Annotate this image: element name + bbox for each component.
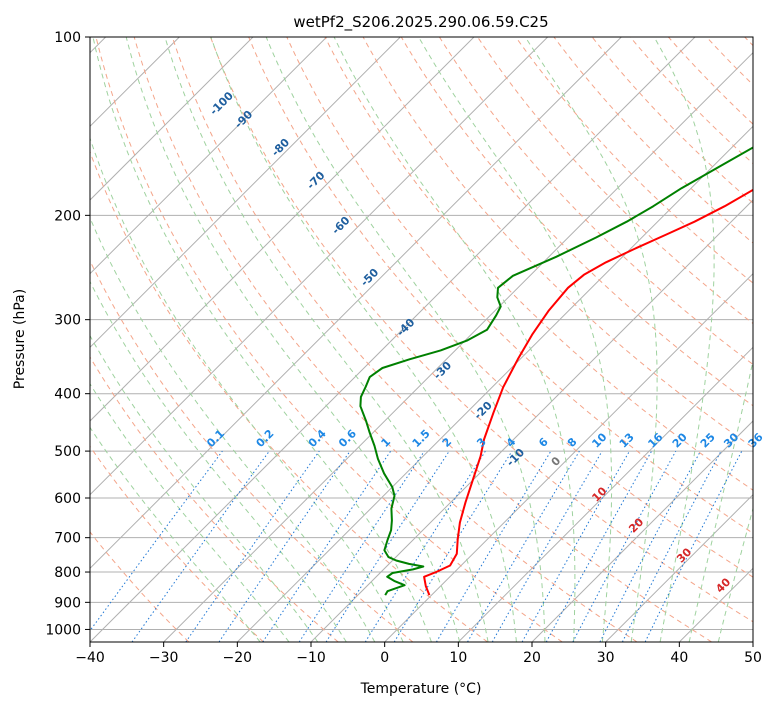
moist-adiabat-line <box>265 37 546 642</box>
moist-adiabat-line <box>210 37 517 642</box>
dry-adiabat-line <box>438 37 753 365</box>
reference-lines <box>90 37 753 642</box>
isotherm-line <box>605 493 753 642</box>
dry-adiabat-line <box>95 37 563 642</box>
x-tick-label: 30 <box>597 650 615 666</box>
dry-adiabat-line <box>286 37 753 534</box>
y-tick-label: 200 <box>54 208 81 224</box>
moist-adiabat-line <box>524 37 658 642</box>
moist-adiabat-line <box>653 37 715 642</box>
isotherm-line <box>457 346 753 642</box>
mixing-ratio-line <box>131 450 270 642</box>
chart-title: wetPf2_S206.2025.290.06.59.C25 <box>293 13 548 32</box>
dry-adiabat-line <box>324 37 753 491</box>
mixing-ratio-line <box>262 450 392 642</box>
y-tick-label: 300 <box>54 313 81 329</box>
isotherm-line <box>531 420 753 642</box>
y-tick-label: 700 <box>54 531 81 547</box>
axes: −40 −30 −20 −10 0 10 20 30 40 50 100 200 300 400 500 60… <box>45 30 762 666</box>
y-tick-label: 1000 <box>45 622 81 638</box>
mixing-ratio-line <box>185 450 320 642</box>
y-tick-label: 900 <box>54 595 81 611</box>
isotherm-line <box>384 272 753 642</box>
isotherm-line <box>90 37 622 570</box>
isotherm-line <box>90 37 254 201</box>
moist-adiabat-line <box>333 37 576 642</box>
mixing-ratio-line <box>545 450 653 642</box>
mixing-ratio-line <box>521 450 630 642</box>
profile-lines <box>359 146 753 596</box>
plot-frame <box>89 36 754 643</box>
dry-adiabat-line <box>90 531 190 642</box>
isotherm-line <box>90 37 696 642</box>
moist-adiabat-line <box>90 382 290 642</box>
dewpoint-profile-line <box>359 146 753 596</box>
isotherm-line <box>90 37 401 349</box>
mixing-ratio-line <box>644 450 743 642</box>
mixing-ratio-line <box>218 450 351 642</box>
x-tick-label: 20 <box>523 650 541 666</box>
mixing-ratio-line <box>572 450 677 642</box>
x-tick-label: −20 <box>223 650 253 666</box>
y-tick-label: 800 <box>54 565 81 581</box>
moist-adiabat-line <box>90 216 376 642</box>
x-tick-label: −40 <box>75 650 105 666</box>
x-tick-label: 0 <box>380 650 389 666</box>
y-tick-label: 600 <box>54 491 81 507</box>
x-tick-label: −10 <box>296 650 326 666</box>
dry-adiabat-line <box>133 37 638 642</box>
mixing-ratio-line <box>325 450 450 642</box>
dry-adiabat-line <box>248 37 753 578</box>
x-axis-label: Temperature (°C) <box>360 681 482 697</box>
x-tick-label: 40 <box>670 650 688 666</box>
dry-adiabat-line <box>362 37 753 449</box>
mixing-ratio-line <box>90 450 223 632</box>
moist-adiabat-line <box>90 136 404 642</box>
y-axis-label: Pressure (hPa) <box>12 289 28 389</box>
y-tick-label: 100 <box>54 30 81 46</box>
y-tick-label: 500 <box>54 444 81 460</box>
isotherm-line <box>236 125 753 642</box>
moist-adiabat-line <box>92 37 432 642</box>
dry-adiabat-line <box>400 37 753 407</box>
x-tick-label: 10 <box>449 650 467 666</box>
temperature-profile-line <box>423 188 753 596</box>
dry-adiabat-line <box>90 356 339 642</box>
moist-adiabat-line <box>90 334 319 642</box>
x-tick-label: −30 <box>149 650 179 666</box>
isotherm-line <box>90 37 549 496</box>
moist-adiabat-line <box>418 37 613 642</box>
mixing-ratio-line <box>298 450 425 642</box>
moist-adiabat-line <box>90 426 261 642</box>
isotherm-line <box>163 51 753 642</box>
moist-adiabat-line <box>164 37 489 642</box>
dry-adiabat-line <box>90 259 414 642</box>
dry-adiabat-line <box>210 37 753 623</box>
mixing-ratio-line <box>393 450 513 642</box>
moist-adiabat-line <box>125 37 461 642</box>
x-tick-label: 50 <box>744 650 762 666</box>
isotherm-line <box>90 37 328 275</box>
isotherm-line <box>90 37 475 422</box>
y-tick-label: 400 <box>54 387 81 403</box>
